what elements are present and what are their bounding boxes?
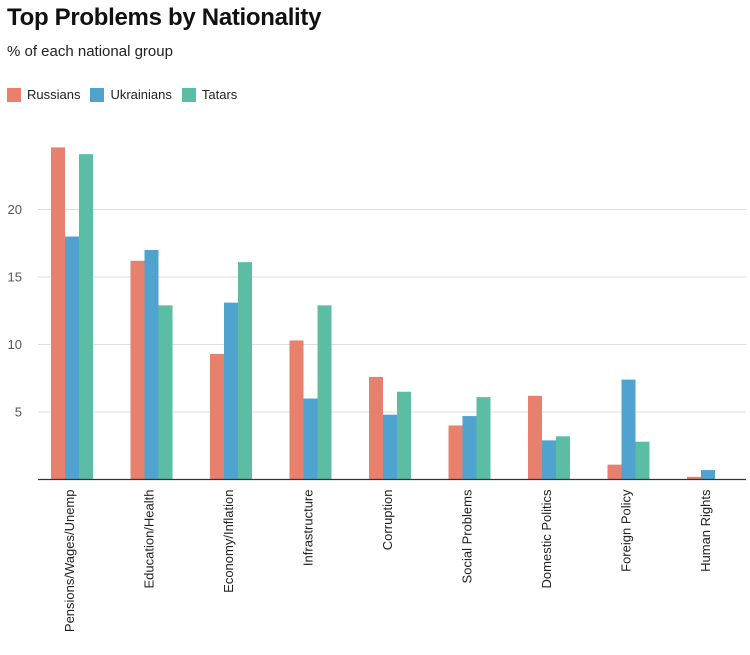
y-tick-label-20: 20: [8, 202, 22, 217]
x-tick-label-pensions-wages-unemp: Pensions/Wages/Unemp: [62, 490, 77, 633]
legend-item-ukrainians[interactable]: Ukrainians: [90, 87, 172, 102]
x-tick-label-domestic-politics: Domestic Politics: [539, 489, 554, 588]
x-tick-label-social-problems: Social Problems: [460, 489, 475, 583]
bar-ukrainians-corruption[interactable]: [383, 414, 397, 480]
bar-ukrainians-pensions-wages-unemp[interactable]: [65, 236, 79, 480]
bar-ukrainians-foreign-policy[interactable]: [621, 379, 636, 480]
y-tick-label-5: 5: [15, 405, 22, 420]
bar-russians-social-problems[interactable]: [448, 425, 463, 480]
legend: Russians Ukrainians Tatars: [7, 87, 247, 102]
y-tick-label-10: 10: [8, 337, 22, 352]
bar-ukrainians-human-rights[interactable]: [701, 470, 715, 480]
bar-ukrainians-domestic-politics[interactable]: [542, 440, 556, 480]
bar-russians-economy-inflation[interactable]: [210, 353, 224, 480]
y-tick-label-15: 15: [8, 270, 22, 285]
legend-label-tatars: Tatars: [201, 87, 238, 102]
bars: [51, 147, 715, 480]
legend-swatch-russians: [7, 87, 21, 102]
chart-title: Top Problems by Nationality: [7, 4, 322, 31]
bar-tatars-economy-inflation[interactable]: [238, 262, 252, 480]
y-axis-ticks: 5 10 15 20: [8, 202, 22, 420]
legend-label-ukrainians: Ukrainians: [110, 87, 172, 102]
legend-item-russians[interactable]: Russians: [7, 87, 80, 102]
x-tick-label-education-health: Education/Health: [142, 490, 157, 589]
bar-russians-human-rights[interactable]: [687, 476, 701, 480]
bar-tatars-pensions-wages-unemp[interactable]: [79, 154, 93, 480]
bar-tatars-corruption[interactable]: [397, 391, 411, 480]
bar-ukrainians-education-health[interactable]: [144, 250, 159, 480]
bar-russians-corruption[interactable]: [369, 376, 383, 480]
bar-ukrainians-economy-inflation[interactable]: [224, 302, 238, 480]
bar-tatars-foreign-policy[interactable]: [635, 441, 650, 480]
bar-russians-infrastructure[interactable]: [289, 340, 304, 480]
bar-tatars-social-problems[interactable]: [476, 397, 491, 480]
x-axis-labels: Pensions/Wages/Unemp Education/Health Econ…: [62, 489, 713, 632]
bar-ukrainians-infrastructure[interactable]: [303, 398, 318, 480]
bar-russians-foreign-policy[interactable]: [607, 464, 622, 480]
legend-label-russians: Russians: [27, 87, 81, 102]
x-tick-label-corruption: Corruption: [380, 490, 395, 551]
x-tick-label-human-rights: Human Rights: [698, 489, 713, 572]
x-tick-label-foreign-policy: Foreign Policy: [619, 489, 634, 572]
x-tick-label-economy-inflation: Economy/Inflation: [221, 490, 236, 593]
bar-tatars-education-health[interactable]: [158, 305, 173, 480]
bar-tatars-domestic-politics[interactable]: [556, 436, 570, 480]
bar-russians-pensions-wages-unemp[interactable]: [51, 147, 65, 480]
bar-russians-education-health[interactable]: [130, 260, 145, 480]
legend-swatch-ukrainians: [90, 87, 105, 102]
chart-subtitle: % of each national group: [7, 43, 173, 60]
legend-swatch-tatars: [181, 87, 196, 102]
bar-russians-domestic-politics[interactable]: [528, 395, 542, 480]
legend-item-tatars[interactable]: Tatars: [181, 87, 238, 102]
x-tick-label-infrastructure: Infrastructure: [301, 490, 316, 567]
bar-ukrainians-social-problems[interactable]: [462, 416, 477, 480]
bar-tatars-infrastructure[interactable]: [317, 305, 332, 480]
